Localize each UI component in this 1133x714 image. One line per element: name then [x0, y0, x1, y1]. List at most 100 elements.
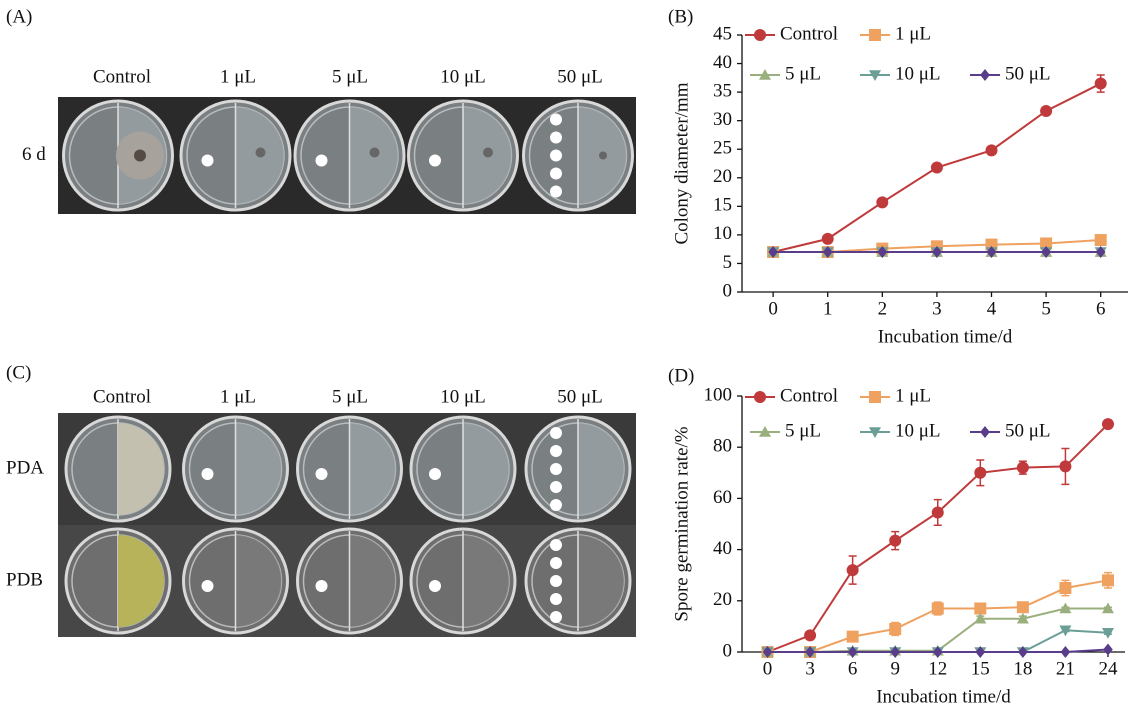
marker: [1102, 418, 1114, 430]
disc: [202, 155, 214, 167]
x-tick-label: 2: [878, 298, 888, 319]
row-label: 6 d: [22, 144, 46, 165]
column-label: 50 μL: [557, 66, 603, 87]
x-tick-label: 1: [823, 298, 833, 319]
marker: [876, 196, 888, 208]
marker: [889, 623, 901, 635]
colony: [483, 148, 493, 158]
column-label: Control: [93, 66, 151, 87]
panel-label: (C): [6, 362, 31, 383]
column-label: 50 μL: [557, 386, 603, 407]
disc: [550, 150, 562, 162]
legend-label: 5 μL: [785, 420, 821, 441]
y-tick-label: 30: [713, 109, 732, 130]
disc: [550, 168, 562, 180]
marker: [1059, 460, 1071, 472]
disc: [550, 427, 562, 439]
marker: [889, 535, 901, 547]
disc: [429, 155, 441, 167]
y-tick-label: 0: [723, 280, 733, 301]
x-tick-label: 0: [763, 658, 773, 679]
x-tick-label: 6: [1096, 298, 1106, 319]
x-tick-label: 12: [928, 658, 947, 679]
disc: [202, 468, 214, 480]
marker: [869, 391, 881, 403]
column-label: 10 μL: [440, 386, 486, 407]
y-tick-label: 40: [713, 538, 732, 559]
disc: [429, 580, 441, 592]
column-label: Control: [93, 386, 151, 407]
y-tick-label: 0: [723, 640, 733, 661]
x-tick-label: 5: [1041, 298, 1051, 319]
marker: [1059, 582, 1071, 594]
row-label: PDA: [6, 457, 44, 478]
panel-label: (A): [6, 6, 32, 27]
marker: [1061, 646, 1071, 658]
x-tick-label: 24: [1098, 658, 1118, 679]
row-label: PDB: [6, 569, 43, 590]
legend-label: 10 μL: [895, 63, 941, 84]
x-tick-label: 3: [805, 658, 815, 679]
marker: [1103, 643, 1113, 655]
marker: [1017, 462, 1029, 474]
y-tick-label: 80: [713, 436, 732, 457]
disc: [550, 114, 562, 126]
x-tick-label: 4: [987, 298, 997, 319]
disc: [316, 155, 328, 167]
disc: [550, 611, 562, 623]
figure: (A) Control 1 μL 5 μL 10 μL 50 μL 6 d (C) Contro…: [0, 0, 1133, 714]
marker: [822, 233, 834, 245]
panel-label: (B): [668, 6, 693, 27]
marker: [932, 506, 944, 518]
y-tick-label: 100: [704, 384, 733, 405]
disc: [550, 132, 562, 144]
disc: [550, 575, 562, 587]
disc: [550, 481, 562, 493]
x-axis-label: Incubation time/d: [876, 686, 1011, 707]
y-tick-label: 45: [713, 23, 732, 44]
marker: [980, 426, 990, 438]
colony: [256, 148, 266, 158]
marker: [1102, 574, 1114, 586]
x-tick-label: 21: [1056, 658, 1075, 679]
column-label: 5 μL: [332, 386, 368, 407]
x-tick-label: 3: [932, 298, 942, 319]
colony-center: [134, 150, 146, 162]
marker: [804, 629, 816, 641]
disc: [550, 557, 562, 569]
disc: [316, 580, 328, 592]
legend-label: 1 μL: [895, 23, 931, 44]
y-tick-label: 20: [713, 166, 732, 187]
column-label: 1 μL: [220, 66, 256, 87]
disc: [429, 468, 441, 480]
colony: [370, 148, 380, 158]
panel-label: (D): [668, 365, 694, 386]
marker: [1040, 105, 1052, 117]
marker: [869, 29, 881, 41]
marker: [754, 391, 766, 403]
marker: [1017, 601, 1029, 613]
marker: [980, 69, 990, 81]
disc: [550, 539, 562, 551]
y-tick-label: 15: [713, 195, 732, 216]
disc: [550, 445, 562, 457]
disc: [550, 186, 562, 198]
y-tick-label: 60: [713, 487, 732, 508]
legend-label: 10 μL: [895, 420, 941, 441]
disc: [550, 593, 562, 605]
series-line: [768, 580, 1108, 652]
x-axis-label: Incubation time/d: [878, 326, 1013, 347]
column-label: 10 μL: [440, 66, 486, 87]
x-tick-label: 15: [971, 658, 990, 679]
marker: [847, 631, 859, 643]
y-tick-label: 40: [713, 52, 732, 73]
x-tick-label: 6: [848, 658, 858, 679]
disc: [316, 468, 328, 480]
y-tick-label: 35: [713, 80, 732, 101]
y-tick-label: 10: [713, 223, 732, 244]
y-axis-label: Colony diameter/mm: [671, 82, 692, 244]
legend-label: 5 μL: [785, 63, 821, 84]
marker: [986, 144, 998, 156]
x-tick-label: 18: [1013, 658, 1032, 679]
legend-label: 50 μL: [1005, 63, 1051, 84]
